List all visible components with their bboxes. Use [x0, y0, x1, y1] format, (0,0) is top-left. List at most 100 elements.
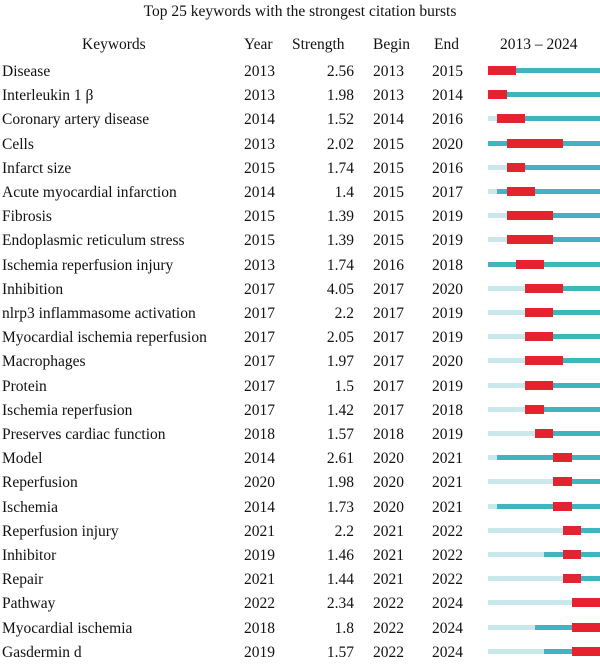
timeline-inactive-segment [488, 431, 535, 436]
table-row: Fibrosis 2015 1.39 2015 2019 [0, 207, 600, 231]
begin-cell: 2021 [373, 571, 404, 589]
timeline-inactive-segment [488, 576, 563, 582]
begin-cell: 2013 [373, 87, 404, 105]
timeline-active-segment [534, 624, 600, 630]
year-cell: 2017 [244, 377, 275, 395]
table-row: Preserves cardiac function 2018 1.57 2018 20… [0, 425, 600, 449]
year-cell: 2014 [244, 450, 275, 468]
year-cell: 2018 [244, 426, 275, 443]
timeline-active-segment [534, 431, 600, 436]
timeline-active-segment [525, 285, 600, 291]
burst-segment [553, 501, 572, 511]
timeline-inactive-segment [488, 648, 544, 654]
keyword-cell: Myocardial ischemia reperfusion [2, 329, 207, 347]
year-cell: 2015 [244, 159, 275, 177]
burst-segment [572, 622, 600, 632]
keyword-cell: Macrophages [2, 353, 86, 371]
strength-cell: 1.39 [326, 208, 354, 226]
timeline-inactive-segment [488, 213, 507, 219]
end-cell: 2024 [432, 595, 463, 613]
year-cell: 2013 [244, 87, 275, 105]
end-cell: 2024 [432, 643, 463, 661]
timeline-inactive-segment [488, 334, 526, 340]
timeline-active-segment [497, 116, 600, 122]
strength-cell: 2.2 [334, 305, 354, 322]
begin-cell: 2022 [373, 619, 404, 637]
end-cell: 2021 [432, 450, 463, 468]
end-cell: 2019 [432, 426, 463, 443]
year-cell: 2013 [244, 256, 275, 274]
timeline-inactive-segment [488, 164, 507, 170]
burst-segment [497, 114, 526, 124]
table-row: nlrp3 inflammasome activation 2017 2.2 2017… [0, 304, 600, 328]
strength-cell: 1.98 [326, 474, 354, 492]
begin-cell: 2017 [373, 280, 404, 298]
burst-segment [506, 211, 554, 221]
strength-cell: 2.02 [326, 135, 354, 153]
strength-cell: 1.46 [326, 547, 354, 564]
strength-cell: 1.5 [334, 377, 354, 395]
begin-cell: 2020 [373, 450, 404, 468]
strength-cell: 1.8 [334, 619, 354, 637]
year-cell: 2017 [244, 353, 275, 371]
timeline-inactive-segment [488, 358, 526, 364]
table-row: Ischemia 2014 1.73 2020 2021 [0, 498, 600, 522]
timeline-inactive-segment [488, 285, 526, 291]
header-year: Year [244, 36, 273, 53]
table-row: Interleukin 1 β 2013 1.98 2013 2014 [0, 86, 600, 110]
timeline-active-segment [562, 576, 600, 582]
keyword-cell: Reperfusion injury [2, 522, 119, 540]
end-cell: 2018 [432, 401, 463, 419]
keyword-cell: Acute myocardial infarction [2, 184, 177, 201]
timeline-active-segment [525, 310, 600, 315]
begin-cell: 2014 [373, 111, 404, 129]
year-cell: 2018 [244, 619, 275, 637]
timeline-active-segment [497, 455, 600, 461]
end-cell: 2019 [432, 305, 463, 322]
table-row: Pathway 2022 2.34 2022 2024 [0, 594, 600, 618]
end-cell: 2020 [432, 353, 463, 371]
timeline-active-segment [497, 503, 600, 509]
burst-segment [506, 138, 563, 148]
year-cell: 2020 [244, 474, 275, 492]
timeline-active-segment [525, 358, 600, 364]
table-row: Ischemia reperfusion injury 2013 1.74 2016 2… [0, 256, 600, 280]
timeline-active-segment [506, 237, 600, 243]
timeline-inactive-segment [488, 624, 535, 630]
year-cell: 2021 [244, 571, 275, 589]
timeline-inactive-segment [488, 552, 544, 557]
end-cell: 2019 [432, 208, 463, 226]
year-cell: 2019 [244, 643, 275, 661]
keyword-cell: Fibrosis [2, 208, 52, 226]
timeline-active-segment [488, 68, 600, 73]
year-cell: 2013 [244, 63, 275, 80]
year-cell: 2013 [244, 135, 275, 153]
keyword-cell: Inhibition [2, 280, 64, 298]
table-row: Myocardial ischemia 2018 1.8 2022 2024 [0, 619, 600, 643]
end-cell: 2016 [432, 159, 463, 177]
end-cell: 2016 [432, 111, 463, 129]
keyword-cell: Infarct size [2, 159, 72, 177]
begin-cell: 2016 [373, 256, 404, 274]
end-cell: 2015 [432, 63, 463, 80]
end-cell: 2019 [432, 329, 463, 347]
keyword-cell: Gasdermin d [2, 643, 82, 661]
year-cell: 2022 [244, 595, 275, 613]
year-cell: 2017 [244, 280, 275, 298]
strength-cell: 1.74 [326, 256, 354, 274]
begin-cell: 2015 [373, 232, 404, 250]
begin-cell: 2022 [373, 595, 404, 613]
end-cell: 2017 [432, 184, 463, 201]
year-cell: 2014 [244, 498, 275, 516]
burst-segment [525, 380, 554, 390]
burst-segment [525, 404, 544, 414]
table-row: Acute myocardial infarction 2014 1.4 2015 20… [0, 183, 600, 207]
table-row: Repair 2021 1.44 2021 2022 [0, 570, 600, 594]
keyword-cell: Myocardial ischemia [2, 619, 133, 637]
begin-cell: 2017 [373, 329, 404, 347]
begin-cell: 2015 [373, 135, 404, 153]
header-keywords: Keywords [82, 36, 146, 53]
begin-cell: 2015 [373, 184, 404, 201]
timeline-inactive-segment [488, 479, 554, 485]
table-row: Inhibitor 2019 1.46 2021 2022 [0, 546, 600, 570]
